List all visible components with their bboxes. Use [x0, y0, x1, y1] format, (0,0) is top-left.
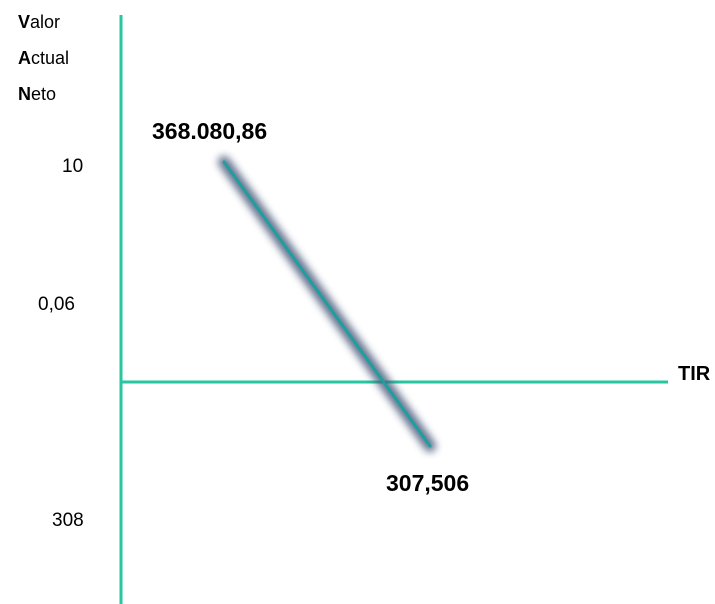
y-axis-title-line-1: Valor: [18, 12, 60, 32]
series-line: [222, 160, 432, 448]
y-tick-label: 308: [52, 510, 84, 531]
y-axis-title-line-2: Actual: [18, 48, 69, 68]
y-tick-label: 10: [62, 156, 83, 177]
y-tick-label: 0,06: [38, 294, 75, 315]
data-label-end: 307,506: [386, 470, 469, 496]
y-axis-title-line-3: Neto: [18, 84, 56, 104]
x-axis-title: TIR: [678, 363, 711, 385]
data-label-start: 368.080,86: [152, 118, 267, 144]
